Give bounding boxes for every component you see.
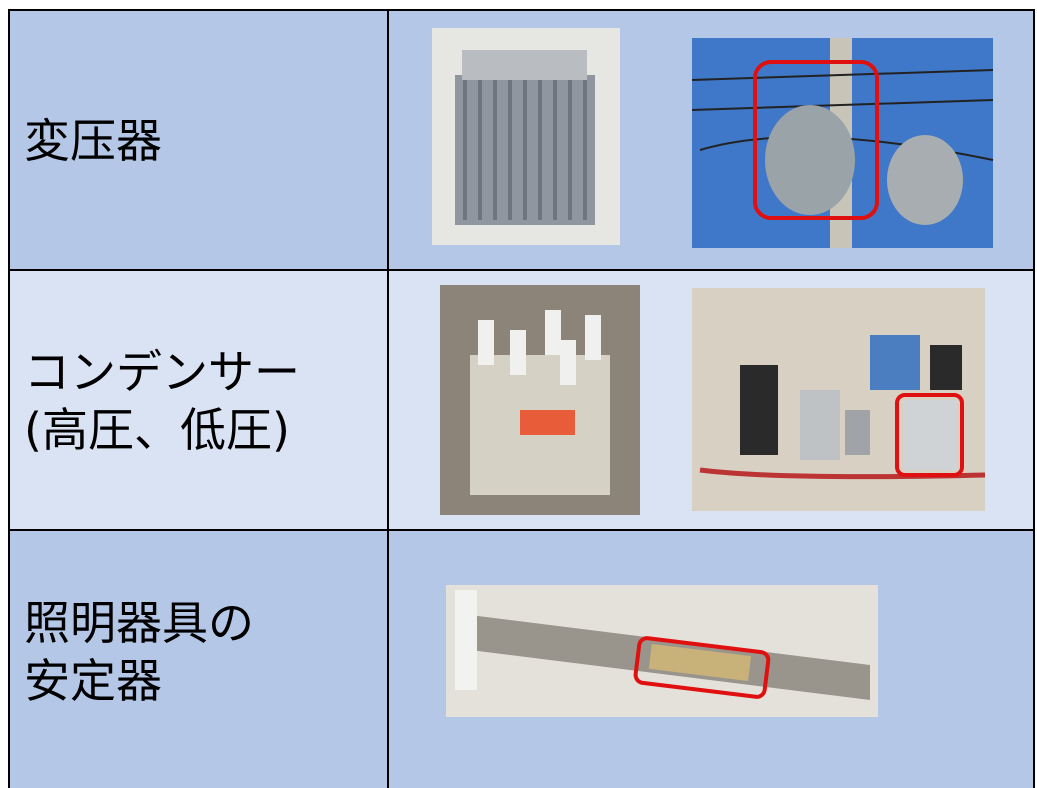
label-cell: 変压器 [10,12,386,270]
photo-panel [692,288,986,511]
photo-capacitor [440,285,640,515]
label: 照明器具の [24,596,254,650]
photo-transformer [432,28,620,245]
label: 安定器 [24,654,162,708]
label: コンデンサー [24,345,300,399]
photo-pole-transformer [691,38,994,248]
photo-ballast [446,585,878,717]
grid [8,9,1035,788]
label: 変压器 [24,114,162,168]
label: (高圧、低圧) [24,403,290,457]
label-cell: 照明器具の 安定器 [10,532,386,772]
label-cell: コンデンサー (高圧、低圧) [10,272,386,530]
